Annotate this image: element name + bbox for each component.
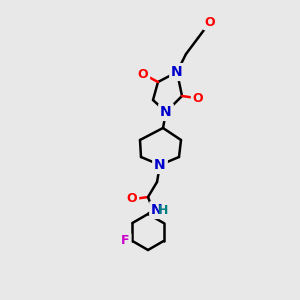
Text: O: O bbox=[205, 16, 215, 28]
Text: N: N bbox=[160, 105, 172, 119]
Text: N: N bbox=[154, 158, 166, 172]
Text: O: O bbox=[127, 193, 137, 206]
Text: O: O bbox=[138, 68, 148, 82]
Text: N: N bbox=[171, 65, 183, 79]
Text: F: F bbox=[121, 235, 130, 248]
Text: O: O bbox=[193, 92, 203, 104]
Text: N: N bbox=[151, 203, 163, 217]
Text: H: H bbox=[158, 203, 168, 217]
